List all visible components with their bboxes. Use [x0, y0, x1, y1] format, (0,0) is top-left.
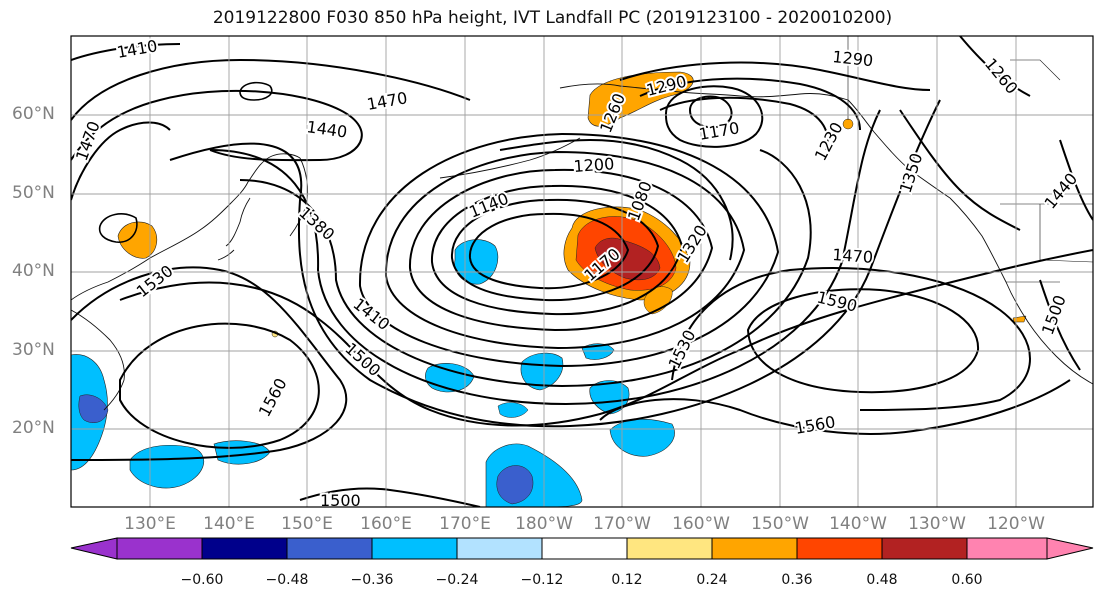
contour-1590	[746, 288, 980, 394]
contour-1260-ne	[959, 36, 1031, 97]
contour-low-alaska	[688, 95, 733, 129]
colorbar-bin	[711, 537, 798, 560]
contour-1410-nw	[71, 43, 181, 61]
contour-1560-east	[599, 379, 1071, 435]
colorbar-tick-label: 0.36	[781, 572, 813, 588]
coastline-asia	[71, 153, 301, 301]
colorbar-bin	[541, 537, 628, 560]
contour-label: 1470	[832, 245, 874, 267]
colorbar-bin	[201, 537, 288, 560]
contour-1440	[169, 99, 941, 428]
lon-label: 150°W	[751, 514, 809, 534]
lon-label: 170°E	[439, 514, 491, 534]
contour-1470	[71, 89, 363, 162]
contour-lowcenter-4	[408, 168, 714, 332]
colorbar-tick-label: −0.12	[520, 572, 564, 588]
colorbar-tick-label: −0.36	[350, 572, 394, 588]
colorbar-tick-label: 0.24	[696, 572, 728, 588]
contour-1230	[659, 96, 829, 151]
border-state-4	[1010, 59, 1061, 81]
coastline-aleutians	[439, 137, 581, 179]
contour-lowcenter-1	[468, 212, 630, 290]
graticule-grid	[71, 36, 1093, 507]
colorbar-tick-label: −0.24	[435, 572, 479, 588]
colorbar-tick-label: −0.48	[265, 572, 309, 588]
map-title: 2019122800 F030 850 hPa height, IVT Land…	[212, 8, 893, 28]
contour-1560-west	[119, 322, 320, 449]
lon-label: 140°E	[203, 514, 255, 534]
contour-1410	[209, 109, 881, 406]
coastline-japan	[217, 197, 251, 261]
contour-1440-ne	[1059, 139, 1093, 221]
colorbar-tick-label: 0.12	[611, 572, 643, 588]
lon-label: 160°E	[360, 514, 412, 534]
contour-low-alaska-2	[664, 85, 764, 148]
contour-1500-north	[71, 58, 471, 121]
colorbar-bin	[881, 537, 968, 560]
contour-1500-south	[299, 487, 481, 507]
ivt-neg-mid-3	[581, 343, 615, 360]
ivt-neg-south-1	[129, 445, 205, 489]
colorbar-extend-left	[70, 537, 118, 560]
colorbar-tick-label: 0.48	[866, 572, 898, 588]
lat-label: 40°N	[12, 261, 55, 281]
colorbar-bin	[796, 537, 883, 560]
ivt-neg-mid-2	[520, 352, 564, 391]
contour-1200	[499, 139, 734, 261]
contour-1500-se	[1039, 279, 1081, 371]
colorbar-tick-label: −0.60	[180, 572, 224, 588]
contour-small-1	[239, 81, 273, 101]
lon-label: 160°W	[672, 514, 730, 534]
lon-label: 180°W	[515, 514, 573, 534]
colorbar-bin	[626, 537, 713, 560]
colorbar-bin	[371, 537, 458, 560]
colorbar-bin	[456, 537, 543, 560]
contour-lowcenter-6	[358, 132, 780, 368]
contour-lowcenter-3	[430, 184, 684, 316]
contour-1350	[899, 109, 1021, 231]
coastline-kamchatka	[289, 157, 309, 237]
lon-label: 140°W	[829, 514, 887, 534]
coastline-alaska	[559, 83, 951, 199]
colorbar-tick-label: 0.60	[951, 572, 983, 588]
colorbar-bin	[116, 537, 203, 560]
map-frame	[70, 35, 1094, 508]
contour-lowcenter-2	[450, 198, 660, 302]
lat-label: 20°N	[12, 418, 55, 438]
contour-1530-east	[671, 267, 1031, 411]
contour-1530	[71, 266, 348, 461]
colorbar-extend-right	[1046, 537, 1094, 560]
ivt-neg-west-core	[78, 394, 109, 423]
lat-label: 50°N	[12, 183, 55, 203]
ivt-region-japan	[117, 221, 158, 259]
height-contours	[71, 36, 1093, 507]
border-state-2	[1039, 259, 1093, 263]
lat-label: 60°N	[12, 104, 55, 124]
contour-1470-nw	[71, 121, 171, 201]
contour-lowcenter-5	[384, 150, 746, 350]
contour-1290	[619, 61, 931, 91]
contour-label: 1500	[320, 491, 361, 510]
lon-label: 120°W	[987, 514, 1045, 534]
colorbar	[70, 537, 1094, 560]
contour-small-2	[98, 213, 138, 243]
lon-label: 170°W	[593, 514, 651, 534]
contour-1380	[239, 149, 812, 388]
lon-label: 130°E	[124, 514, 176, 534]
lat-label: 30°N	[12, 340, 55, 360]
ivt-neg-south-3-core	[496, 465, 534, 505]
contour-1500	[119, 249, 1093, 427]
colorbar-bin	[966, 537, 1048, 560]
colorbar-bin	[286, 537, 373, 560]
contour-label: 1200	[573, 154, 615, 176]
contour-1260	[639, 77, 861, 131]
lon-label: 150°E	[281, 514, 333, 534]
lon-label: 130°W	[908, 514, 966, 534]
coastline-china	[71, 309, 125, 411]
ivt-neg-east-3	[497, 402, 529, 418]
